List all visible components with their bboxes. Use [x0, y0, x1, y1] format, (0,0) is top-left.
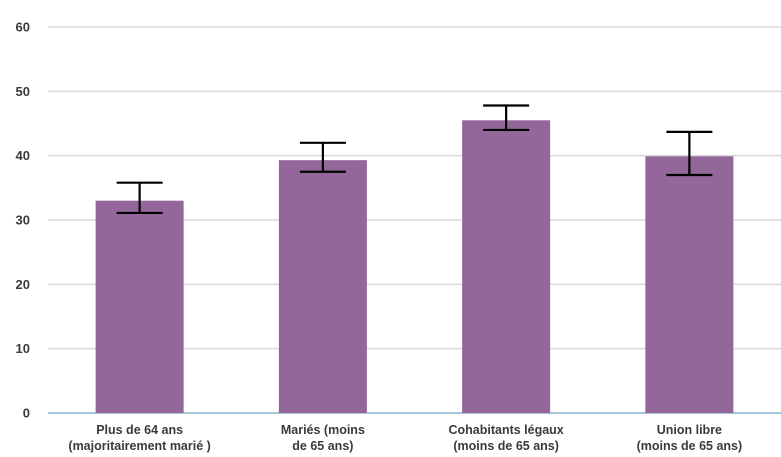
error-bars — [116, 104, 713, 215]
y-tick-label: 50 — [16, 84, 30, 99]
y-tick-label: 30 — [16, 213, 30, 228]
y-tick-label: 20 — [16, 277, 30, 292]
x-category-label: Plus de 64 ans (majoritairement marié ) — [68, 423, 210, 453]
y-axis-tick-labels: 0 10 20 30 40 50 60 — [16, 20, 30, 421]
error-bar — [666, 130, 713, 177]
y-tick-label: 0 — [23, 406, 30, 421]
bars — [95, 120, 734, 414]
error-bar — [299, 141, 346, 173]
y-tick-label: 40 — [16, 148, 30, 163]
error-bar — [116, 181, 163, 215]
x-axis-category-labels: Plus de 64 ans (majoritairement marié ) Ma… — [68, 423, 742, 453]
x-category-label: Mariés (moins de 65 ans) — [281, 423, 365, 453]
bar — [95, 200, 184, 413]
x-category-label: Cohabitants légaux (moins de 65 ans) — [448, 423, 563, 453]
bar — [278, 160, 367, 413]
bar — [462, 120, 551, 414]
error-bar — [483, 104, 530, 132]
y-tick-label: 60 — [16, 20, 30, 35]
bar — [645, 156, 734, 413]
x-category-label: Union libre (moins de 65 ans) — [637, 423, 743, 453]
y-tick-label: 10 — [16, 341, 30, 356]
